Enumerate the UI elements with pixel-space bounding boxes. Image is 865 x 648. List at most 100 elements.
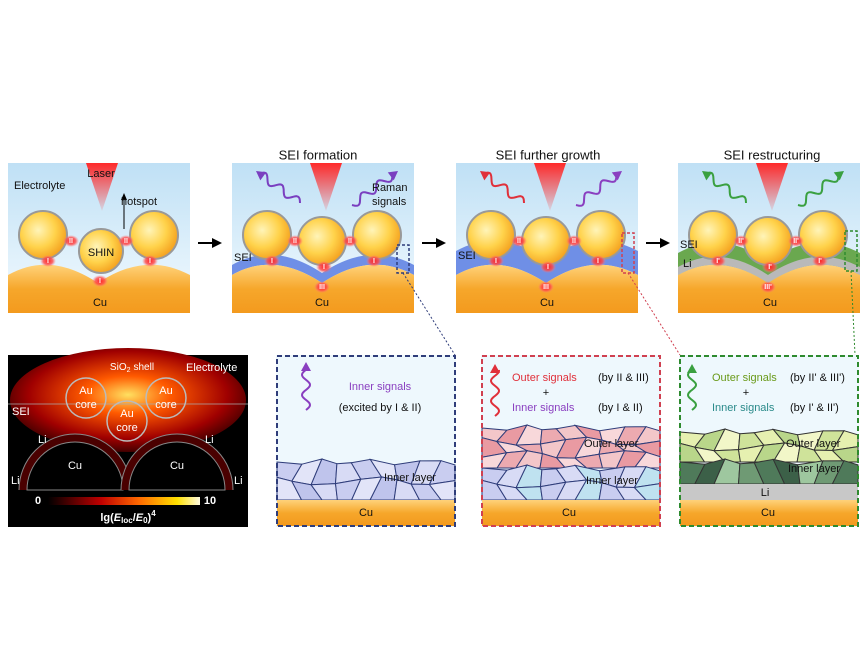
au-core (106, 400, 148, 442)
hotspot-label: I (373, 258, 375, 265)
label: Li (11, 475, 20, 487)
hotspot (92, 275, 108, 287)
hotspot-label: II (124, 238, 128, 245)
hotspot-label: I (271, 258, 273, 265)
hotspot (710, 255, 726, 267)
label: SEI (12, 406, 30, 418)
label: core (116, 422, 137, 434)
wave-arrow (262, 171, 301, 204)
label: Outer layer (584, 438, 639, 450)
hotspot-label: III' (764, 284, 772, 291)
hotspot-label: III (543, 284, 549, 291)
wave-arrow (351, 173, 394, 207)
arrow-head (212, 238, 222, 248)
hotspot-label: I (47, 258, 49, 265)
copper (482, 500, 660, 526)
wave-arrow (575, 173, 618, 207)
arrow-head (436, 238, 446, 248)
hotspot-label: II (517, 238, 521, 245)
hotspot-label: I' (818, 258, 822, 265)
wave-arrow (300, 367, 312, 411)
panel-title: SEI restructuring (724, 147, 821, 162)
connector (627, 272, 681, 356)
hotspot (40, 255, 56, 267)
hotspot (566, 235, 582, 247)
text: 2 (127, 367, 131, 374)
hotspot (142, 255, 158, 267)
hotspot-label: II (348, 238, 352, 245)
arrow-head (611, 171, 622, 181)
label: core (75, 399, 96, 411)
hotspot (538, 281, 554, 293)
hotspot (63, 235, 79, 247)
laser (534, 163, 566, 211)
text: 0 (143, 516, 148, 525)
label: + (543, 387, 549, 399)
colorbar-min: 0 (35, 495, 41, 507)
label: Au (79, 385, 92, 397)
text: E (136, 512, 144, 524)
hotspot-label: I' (716, 258, 720, 265)
label: Au (159, 385, 172, 397)
label: Cu (761, 507, 775, 519)
wave-arrow (489, 369, 501, 417)
hotspot (287, 235, 303, 247)
label: Laser (87, 168, 115, 180)
label: (by II' & III') (790, 372, 845, 384)
hotspot (590, 255, 606, 267)
label: Cu (763, 297, 777, 309)
label: Cu (93, 297, 107, 309)
hotspot (812, 255, 828, 267)
label: SEI (234, 252, 252, 264)
label: Cu (359, 507, 373, 519)
label: Cu (562, 507, 576, 519)
label: Au (120, 408, 133, 420)
nanoparticle (78, 228, 124, 274)
label: SEI (458, 250, 476, 262)
text: lg( (100, 512, 114, 524)
nanoparticle (576, 210, 626, 260)
nanoparticle (352, 210, 402, 260)
hotspot (366, 255, 382, 267)
li-layer (680, 484, 858, 500)
label: SiO2 shell (110, 362, 154, 374)
hotspot-label: I (323, 264, 325, 271)
arrow-head (490, 364, 500, 373)
label: SEI (680, 239, 698, 251)
label: (excited by I & II) (339, 402, 422, 414)
zoom-frame (679, 355, 859, 527)
panel-title: SEI formation (279, 147, 358, 162)
laser (756, 163, 788, 211)
hotspot (264, 255, 280, 267)
label: hotspot (121, 196, 157, 208)
drawing (8, 163, 860, 527)
arrow-head (833, 171, 844, 181)
hotspot (314, 281, 330, 293)
nanoparticle (18, 210, 68, 260)
wave-arrow (486, 171, 525, 204)
hotspot (342, 235, 358, 247)
connector (402, 272, 456, 356)
colorbar-label: lg(Eloc/E0)4 (100, 509, 156, 525)
arrow-head (256, 171, 267, 181)
hotspot (511, 235, 527, 247)
label: SHIN (88, 247, 114, 259)
hotspot-label: I (547, 264, 549, 271)
hotspot-label: I (495, 258, 497, 265)
nanoparticle (521, 216, 571, 266)
label: signals (372, 196, 407, 208)
labels: Electrolyte Laser hotspot SHIN Cu SEI fo… (11, 147, 845, 525)
label: Li (761, 487, 770, 499)
hotspot (760, 281, 776, 293)
label: Inner layer (586, 475, 638, 487)
hotspot (540, 261, 556, 273)
hotspot-label: II (69, 238, 73, 245)
label: Raman (372, 182, 407, 194)
copper-dome (26, 441, 124, 491)
arrow-head (687, 364, 697, 373)
arrow-head (301, 362, 311, 371)
label: Inner signals (512, 402, 575, 414)
nanoparticle (743, 216, 793, 266)
